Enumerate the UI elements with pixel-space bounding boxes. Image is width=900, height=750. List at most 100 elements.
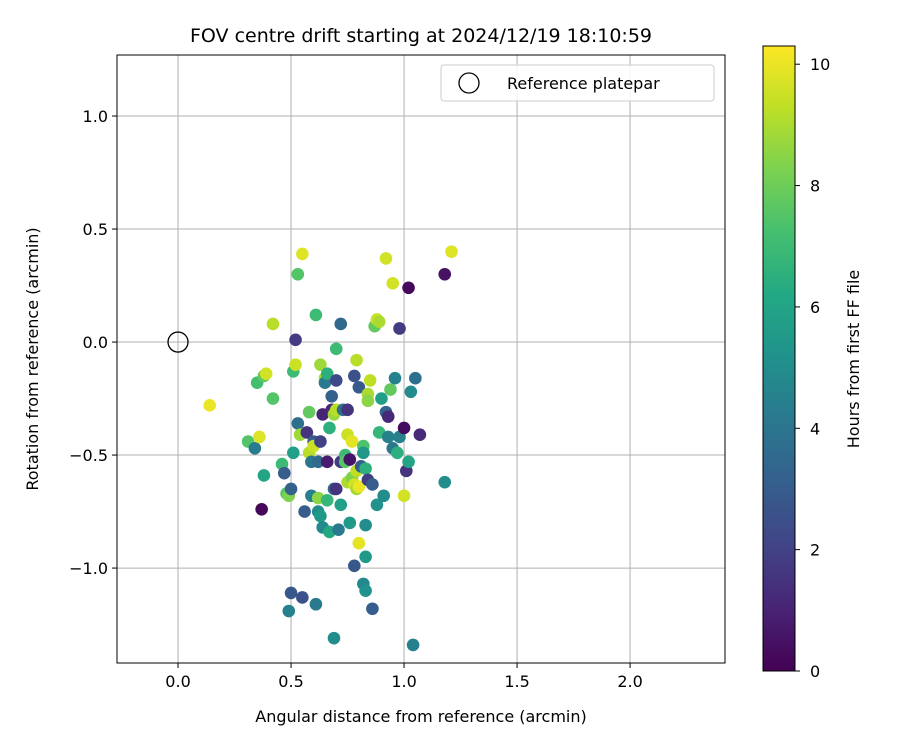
data-point: [370, 498, 384, 512]
colorbar-tick-label: 2: [810, 541, 820, 560]
chart-title: FOV centre drift starting at 2024/12/19 …: [190, 25, 652, 47]
data-point: [377, 489, 391, 503]
data-point: [309, 308, 323, 322]
data-point: [381, 430, 395, 444]
legend-box: [440, 64, 715, 102]
data-point: [379, 252, 393, 265]
data-point: [363, 374, 377, 387]
data-point: [406, 638, 420, 652]
data-point: [266, 317, 280, 331]
data-point: [352, 380, 366, 394]
data-point: [298, 505, 311, 518]
data-point: [248, 441, 262, 455]
data-point: [361, 394, 375, 408]
y-tick-label: 0.5: [83, 220, 108, 239]
data-point: [359, 518, 372, 532]
data-point: [289, 333, 302, 347]
data-point: [296, 247, 309, 261]
data-point: [357, 446, 370, 460]
data-point: [341, 403, 354, 417]
x-tick-label: 2.0: [617, 672, 642, 691]
x-tick-label: 0.5: [278, 672, 303, 691]
reference-point: [167, 331, 189, 353]
data-point: [352, 480, 366, 494]
y-axis-label: Rotation from reference (arcmin): [23, 227, 42, 490]
colorbar-tick-label: 8: [810, 177, 820, 196]
data-point: [300, 426, 314, 439]
y-tick-label: 0.0: [83, 333, 108, 352]
data-point: [284, 482, 298, 496]
data-point: [384, 383, 397, 396]
x-tick-label: 1.0: [391, 672, 416, 691]
data-point: [366, 602, 379, 616]
legend: Reference platepar: [440, 64, 715, 102]
data-point: [329, 342, 343, 356]
data-point: [291, 417, 305, 430]
data-point: [413, 428, 427, 442]
data-point: [314, 435, 327, 448]
data-point: [350, 353, 363, 367]
data-point: [277, 466, 291, 480]
data-point: [257, 469, 271, 482]
data-point: [372, 315, 386, 329]
colorbar-gradient: [762, 45, 796, 672]
plot-area: 0.0 0.5 1.0 1.5 2.0 −1.0 −0.5 0.0 0.5 1.0: [69, 54, 726, 691]
data-point: [320, 455, 334, 469]
data-point: [291, 267, 305, 281]
data-point: [253, 430, 266, 444]
data-point: [348, 559, 361, 573]
data-point: [311, 455, 325, 469]
reference-marker-icon: [458, 72, 480, 94]
data-point: [282, 604, 296, 618]
y-tick-label: 1.0: [83, 107, 108, 126]
colorbar-tick-label: 10: [810, 55, 830, 74]
colorbar-tick-label: 4: [810, 419, 820, 438]
data-point: [386, 276, 400, 290]
legend-label: Reference platepar: [507, 74, 660, 93]
colorbar-tick-label: 6: [810, 298, 820, 317]
data-point: [266, 392, 280, 405]
data-point: [320, 493, 334, 507]
data-point: [329, 482, 343, 496]
data-point: [289, 358, 302, 371]
data-point: [397, 489, 411, 503]
data-point: [327, 631, 341, 645]
x-axis-label: Angular distance from reference (arcmin): [255, 707, 586, 726]
data-point: [345, 435, 359, 448]
data-point: [404, 385, 418, 399]
data-point: [348, 369, 361, 383]
data-point: [359, 462, 372, 475]
data-point: [388, 371, 402, 385]
data-point: [334, 498, 348, 512]
data-point: [366, 478, 379, 491]
plot-background: [117, 55, 725, 663]
data-point: [402, 281, 415, 295]
data-point: [375, 392, 388, 405]
data-point: [381, 410, 395, 423]
data-point: [255, 503, 268, 516]
data-point: [302, 405, 316, 419]
y-tick-label: −0.5: [69, 446, 108, 465]
data-point: [314, 358, 327, 371]
scatter-points: [167, 245, 458, 652]
data-point: [438, 267, 452, 281]
colorbar-label: Hours from first FF file: [844, 270, 863, 449]
data-point: [359, 584, 372, 597]
data-point: [390, 446, 404, 460]
data-point: [284, 586, 298, 600]
x-tick-label: 1.5: [504, 672, 529, 691]
data-point: [397, 421, 411, 435]
data-point: [314, 509, 327, 523]
x-axis-ticks: 0.0 0.5 1.0 1.5 2.0: [165, 663, 643, 691]
x-tick-label: 0.0: [165, 672, 190, 691]
data-point: [438, 475, 452, 489]
data-point: [203, 399, 216, 412]
data-point: [343, 453, 357, 466]
y-axis-ticks: −1.0 −0.5 0.0 0.5 1.0: [69, 107, 117, 578]
data-point: [309, 597, 323, 611]
data-point: [334, 317, 348, 331]
data-point: [325, 389, 339, 403]
data-point: [359, 550, 372, 564]
plot-frame: [116, 54, 726, 664]
data-point: [343, 516, 357, 530]
